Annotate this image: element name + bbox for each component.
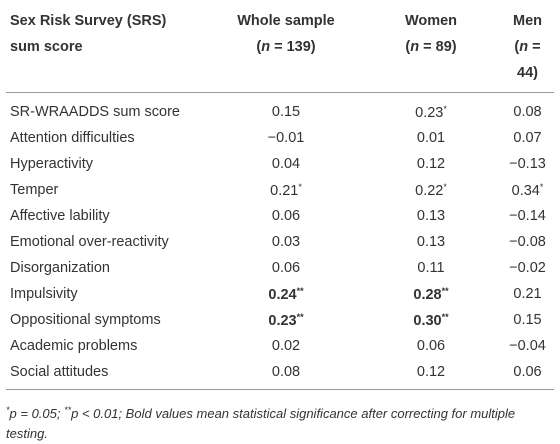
row-label: Hyperactivity [10, 156, 93, 172]
cell-value: 0.08 [513, 104, 542, 120]
table-row: Social attitudes 0.08 0.12 0.06 [6, 359, 554, 390]
row-label: Disorganization [10, 260, 110, 276]
table-row: Emotional over-reactivity 0.03 0.13 −0.08 [6, 229, 554, 255]
cell-value: 0.22* [415, 181, 447, 199]
cell-value: 0.06 [416, 338, 446, 354]
cell-value: −0.04 [509, 338, 546, 354]
table-row: Impulsivity 0.24** 0.28** 0.21 [6, 281, 554, 307]
cell-value: 0.24** [268, 285, 304, 303]
header-line: sum score [10, 39, 83, 55]
cell-value: 0.15 [271, 104, 301, 120]
row-label: Affective lability [10, 208, 110, 224]
results-table: Sex Risk Survey (SRS) sum score Whole samp… [6, 8, 554, 390]
column-header: Whole sample (n = 139) [211, 8, 361, 93]
cell-value: 0.03 [271, 234, 301, 250]
cell-value: 0.15 [513, 312, 542, 328]
row-label: Oppositional symptoms [10, 312, 161, 328]
column-header: Women (n = 89) [361, 8, 501, 93]
cell-value: −0.08 [509, 234, 546, 250]
row-label: Emotional over-reactivity [10, 234, 169, 250]
table-row: Affective lability 0.06 0.13 −0.14 [6, 203, 554, 229]
cell-value: 0.07 [513, 130, 542, 146]
row-label: Temper [10, 182, 59, 198]
table-row: Oppositional symptoms 0.23** 0.30** 0.15 [6, 307, 554, 333]
header-line: Women [404, 13, 458, 29]
cell-value: 0.06 [271, 208, 301, 224]
table-row: Academic problems 0.02 0.06 −0.04 [6, 333, 554, 359]
table-row: Temper 0.21* 0.22* 0.34* [6, 177, 554, 203]
column-header: Sex Risk Survey (SRS) sum score [6, 8, 211, 93]
row-label: SR-WRAADDS sum score [10, 104, 180, 120]
cell-value: −0.14 [509, 208, 546, 224]
cell-value: 0.11 [417, 260, 445, 276]
cell-value: 0.34* [511, 181, 544, 199]
cell-value: 0.28** [413, 285, 449, 303]
cell-value: −0.01 [267, 130, 305, 146]
header-line: Sex Risk Survey (SRS) [10, 13, 167, 29]
cell-value: 0.08 [271, 364, 301, 380]
table-body: SR-WRAADDS sum score 0.15 0.23* 0.08 Attenti… [6, 93, 554, 390]
cell-value: 0.12 [416, 156, 446, 172]
cell-value: 0.02 [271, 338, 301, 354]
header-line: Whole sample [237, 13, 335, 29]
cell-value: −0.02 [509, 260, 546, 276]
row-label: Social attitudes [10, 364, 109, 380]
header-line: (n = 89) [405, 39, 457, 55]
cell-value: 0.23** [268, 311, 304, 329]
cell-value: 0.06 [513, 364, 542, 380]
header-line: Men [513, 13, 542, 29]
cell-value: 0.23* [415, 103, 447, 121]
column-header: Men (n = 44) [501, 8, 554, 93]
cell-value: 0.06 [271, 260, 301, 276]
table-row: Hyperactivity 0.04 0.12 −0.13 [6, 151, 554, 177]
header-line: (n = 139) [256, 39, 316, 55]
cell-value: 0.30** [413, 311, 449, 329]
cell-value: 0.12 [416, 364, 446, 380]
cell-value: −0.13 [509, 156, 546, 172]
cell-value: 0.13 [416, 208, 446, 224]
cell-value: 0.04 [271, 156, 301, 172]
row-label: Impulsivity [10, 286, 78, 302]
cell-value: 0.21* [270, 181, 302, 199]
table-row: Disorganization 0.06 0.11 −0.02 [6, 255, 554, 281]
page: {"table": { "header": [["Sex Risk Survey… [6, 13, 554, 441]
table-row: SR-WRAADDS sum score 0.15 0.23* 0.08 [6, 93, 554, 126]
header-row: Sex Risk Survey (SRS) sum score Whole samp… [6, 8, 554, 93]
table-header: Sex Risk Survey (SRS) sum score Whole samp… [6, 8, 554, 93]
header-line: (n = 44) [514, 39, 541, 81]
cell-value: 0.13 [416, 234, 446, 250]
page-body: Sex Risk Survey (SRS) sum score Whole samp… [6, 13, 554, 441]
cell-value: 0.21 [513, 286, 542, 302]
cell-value: 0.01 [416, 130, 446, 146]
table-row: Attention difficulties −0.01 0.01 0.07 [6, 125, 554, 151]
row-label: Academic problems [10, 338, 138, 354]
footnote: *p = 0.05; **p < 0.01; Bold values mean … [6, 405, 516, 441]
row-label: Attention difficulties [10, 130, 135, 146]
